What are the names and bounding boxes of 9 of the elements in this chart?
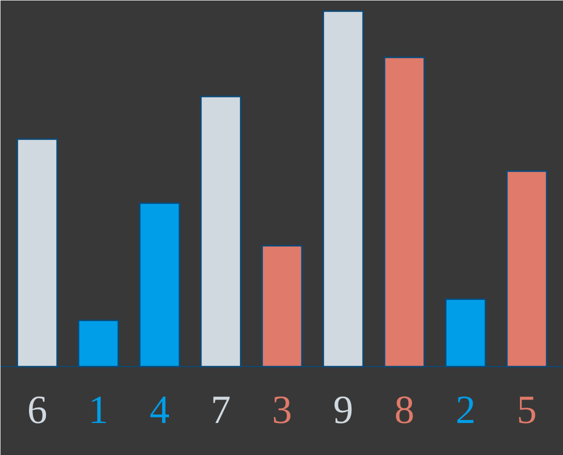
x-tick-label: 4	[150, 386, 170, 432]
x-tick-label: 1	[88, 386, 108, 432]
x-tick-label: 9	[333, 386, 354, 432]
x-tick-label: 3	[272, 386, 292, 432]
x-tick-label: 6	[27, 386, 48, 432]
x-tick-label: 2	[456, 386, 476, 432]
x-tick-label: 7	[210, 386, 231, 432]
x-tick-label: 8	[394, 386, 414, 432]
x-tick-label: 5	[516, 386, 537, 432]
